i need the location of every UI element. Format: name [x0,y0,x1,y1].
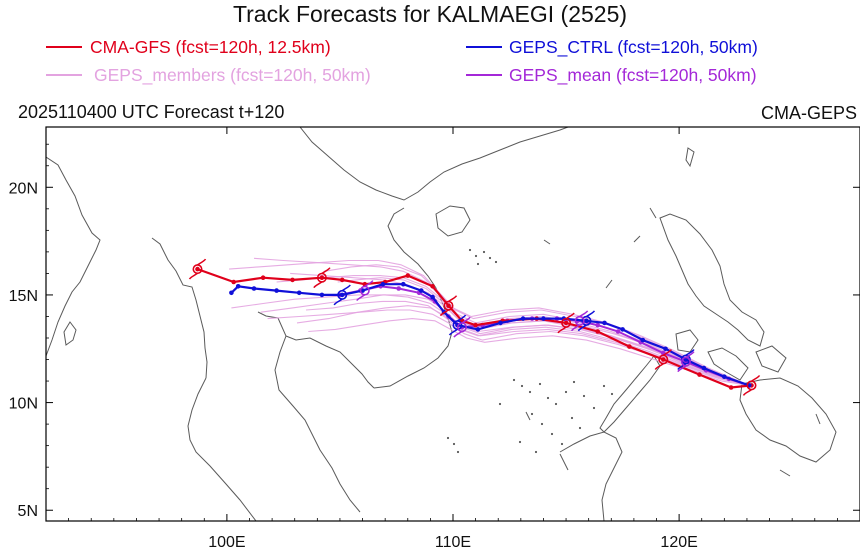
typhoon-symbols [188,258,761,396]
coastline-luzon [659,213,765,347]
geps-mean-typhoon-icon [356,280,374,302]
cma-gfs-point [290,277,295,283]
coastline-myanmar [151,237,208,379]
cma-gfs-point [195,266,200,272]
geps-mean-point [595,322,600,328]
coastline-borneo [559,431,623,521]
geps-ctrl-point [251,286,257,291]
geps-ctrl-point [401,281,406,287]
geps-ctrl-point [520,316,526,321]
chart-title: Track Forecasts for KALMAEGI (2525) [233,1,627,27]
cma-gfs-point [697,372,702,377]
model-label: CMA-GEPS [761,103,857,123]
legend: CMA-GFS (fcst=120h, 12.5km) GEPS_CTRL (f… [46,37,758,86]
geps-ctrl-point [235,284,241,289]
coastline-visayas [675,329,787,381]
cma-gfs-point [430,284,435,289]
coastline-taiwan [685,147,695,168]
forecast-time-label: 2025110400 UTC Forecast t+120 [18,102,284,122]
member-track-3 [231,294,750,386]
coastline-gulf-thailand [257,311,361,513]
cma-gfs-point [319,275,325,281]
geps-ctrl-point [602,320,607,326]
cma-gfs-point [595,329,600,334]
x-tick-label: 100E [208,534,245,551]
geps-mean-typhoon-icon [453,316,471,338]
cma-gfs-point [627,344,632,349]
geps-ctrl-point [640,337,646,343]
cma-gfs-typhoon-icon [439,295,458,317]
geps-ctrl-point [541,316,546,321]
geps-ctrl-point [584,318,589,324]
y-tick-label: 10N [9,396,38,413]
geps-ctrl-point [498,320,503,326]
member-track-11 [305,300,750,386]
legend-label-geps-mean: GEPS_mean (fcst=120h, 50km) [509,65,757,86]
coastline-malay-west [187,377,257,521]
cma-gfs-typhoon-icon [557,312,575,334]
y-tick-label: 5N [18,503,38,520]
geps-ctrl-point [663,346,668,352]
geps-ctrl-point [339,292,345,298]
basemap-coastlines [46,127,837,521]
cma-gfs-typhoon-icon [313,267,331,289]
cma-gfs-line [197,268,752,389]
cma-gfs-typhoon-icon [188,258,207,280]
cma-gfs-point [563,320,569,326]
geps-mean-typhoon-icon [677,351,695,373]
geps-ctrl-point [419,288,424,293]
legend-label-geps-members: GEPS_members (fcst=120h, 50km) [94,65,371,86]
forecast-tracks [195,266,754,390]
y-tick-label: 15N [9,288,38,305]
x-axis: 100E 110E 120E [45,127,860,551]
geps-ctrl-point [620,327,625,332]
geps-ctrl-point [296,290,302,296]
geps-ctrl-line [230,283,750,387]
member-track-10 [324,264,750,386]
member-track-1 [253,257,750,386]
geps-ctrl-point [475,327,481,332]
coastline-cambodia [285,335,375,389]
coastline-fragments [525,207,821,477]
geps-ctrl-point [319,292,325,298]
cma-gfs-point [728,385,734,390]
geps-ctrl-point [722,374,727,380]
legend-label-cma-gfs: CMA-GFS (fcst=120h, 12.5km) [90,37,331,57]
reef-islands [446,248,614,454]
geps-ctrl-point [229,290,234,296]
cma-gfs-point [405,273,411,278]
geps-ctrl-typhoon-icon [577,310,596,332]
geps-mean-point [396,286,402,291]
geps-ctrl-point [274,288,279,293]
legend-label-geps-ctrl: GEPS_CTRL (fcst=120h, 50km) [509,37,758,58]
cma-gfs-point [231,279,236,285]
coastline-india-south [63,321,77,346]
cma-gfs-typhoon-icon [742,374,761,396]
x-tick-label: 110E [435,534,471,551]
geps-ctrl-typhoon-icon [333,284,351,306]
cma-gfs-point [446,303,451,309]
y-axis: 5N 10N 15N 20N [9,143,860,520]
cma-gfs-point [473,322,478,328]
geps-ctrl-point [380,281,386,287]
coastline-hainan [435,205,471,237]
y-tick-label: 20N [9,180,38,197]
coastline-south-china [46,127,569,201]
coastline-india [46,156,101,357]
geps-mean-point [615,329,621,334]
cma-gfs-point [661,357,666,362]
x-tick-label: 120E [660,534,697,551]
coastline-mindanao [739,377,837,463]
cma-gfs-typhoon-icon [654,349,672,370]
geps-ctrl-point [701,365,707,371]
coastline-palawan [599,355,661,433]
geps-ctrl-point [430,294,435,300]
cma-gfs-point [339,277,345,283]
cma-gfs-point [260,275,266,281]
geps-mean-typhoon-icon [570,310,589,332]
